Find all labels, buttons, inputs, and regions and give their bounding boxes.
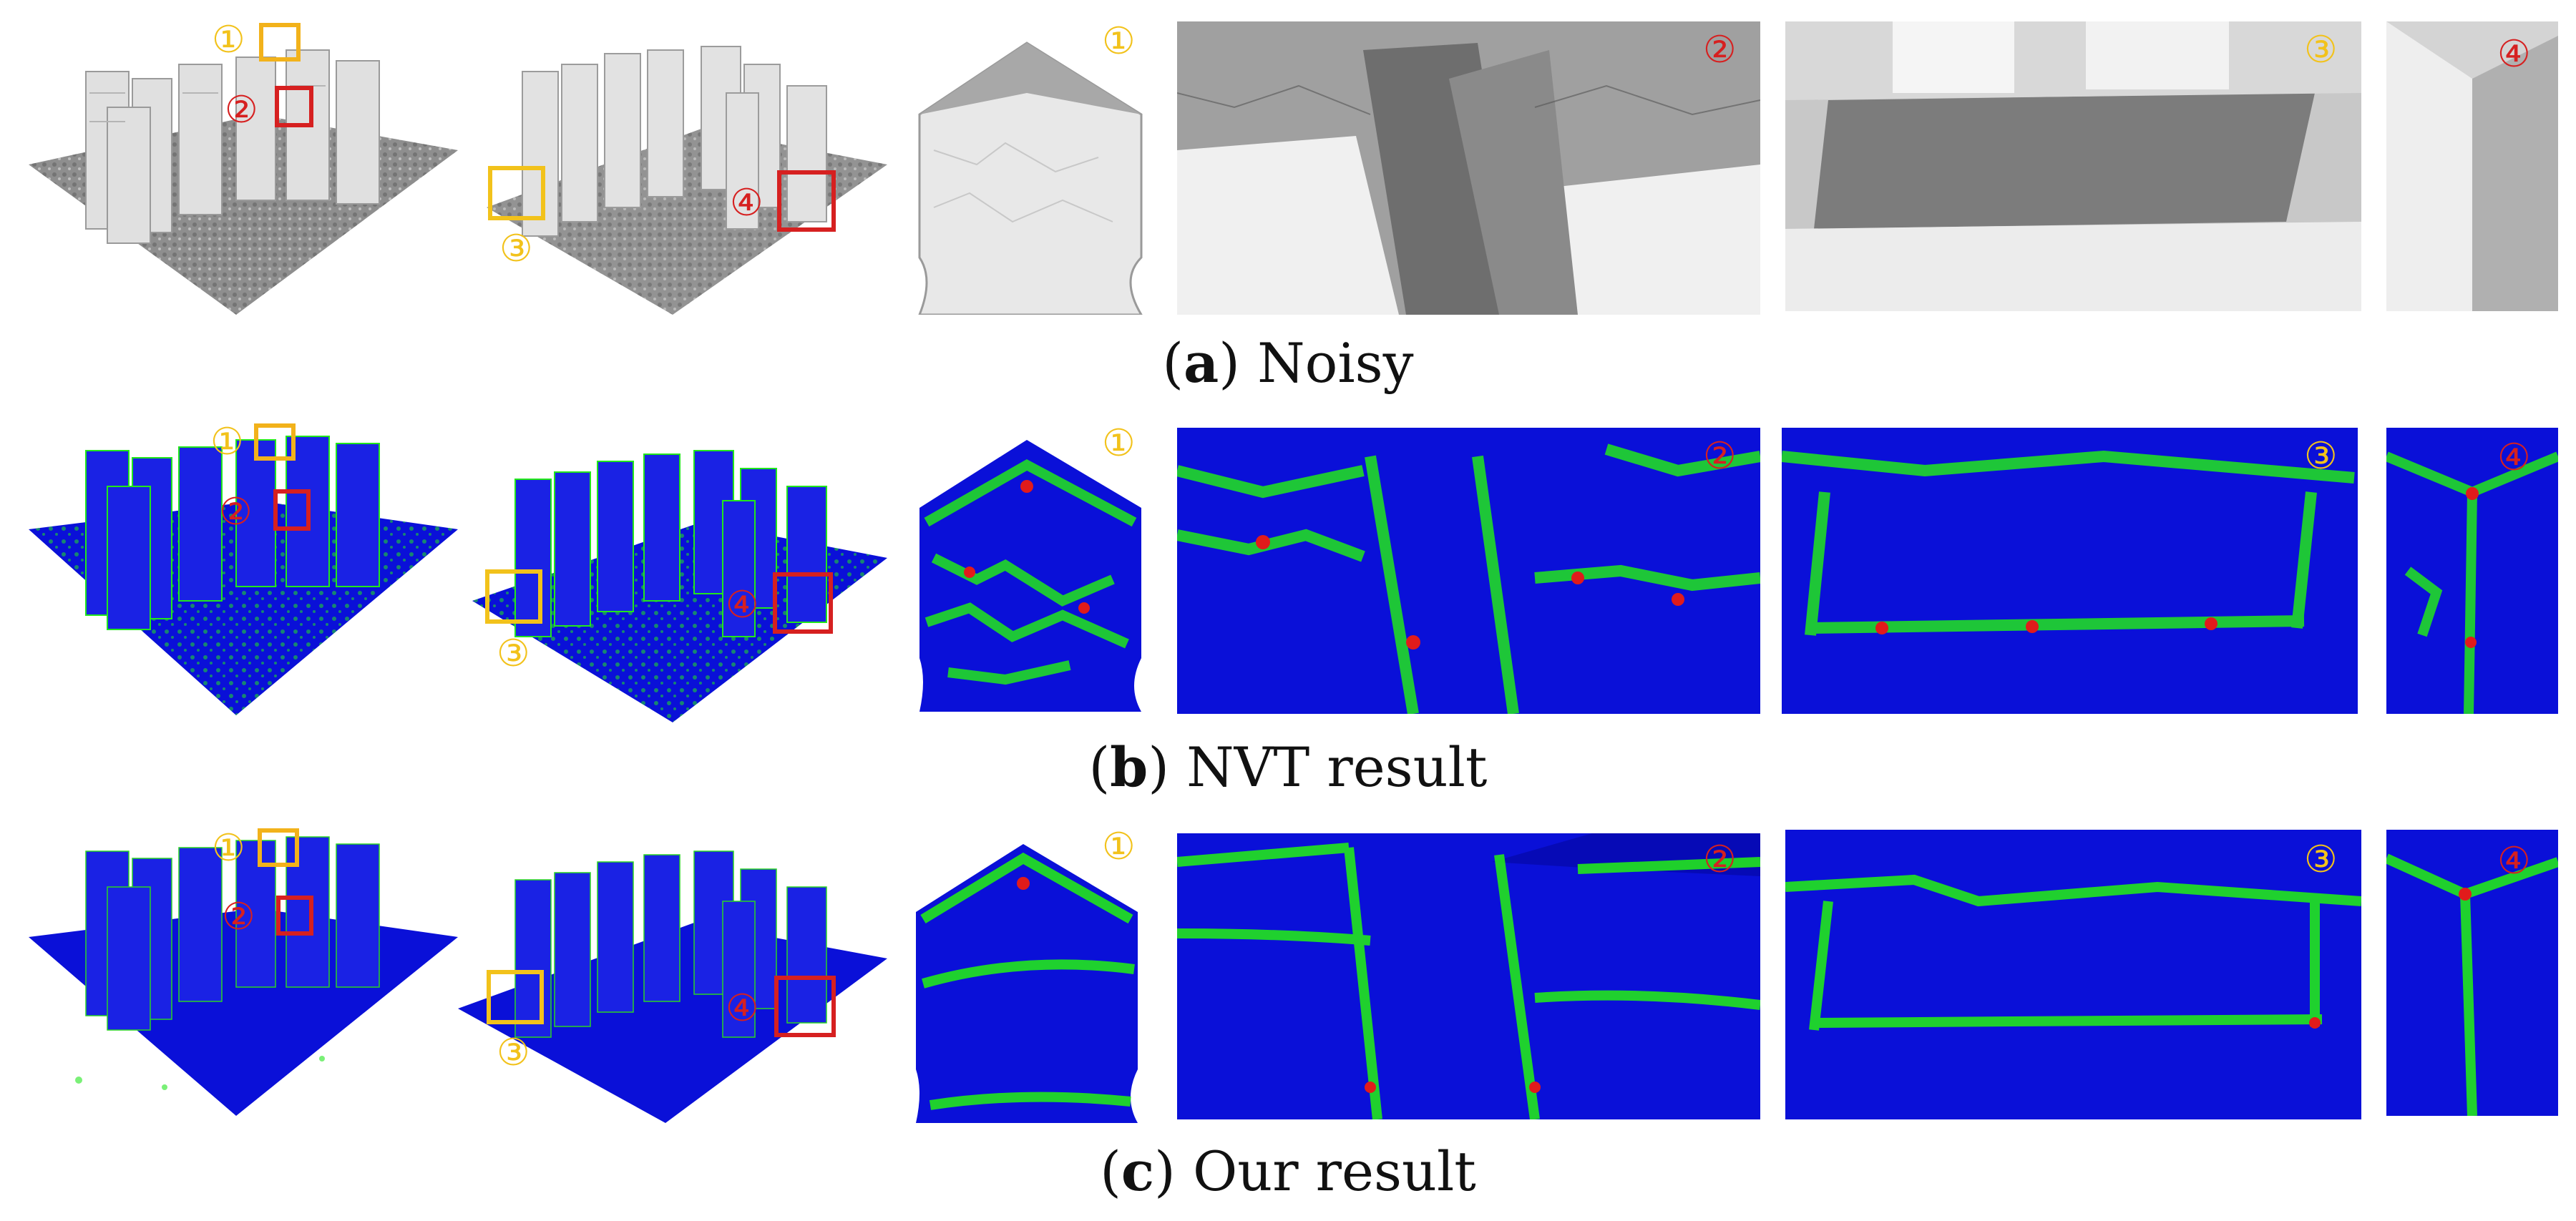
roi-box-3 xyxy=(488,166,545,220)
roi-box-4 xyxy=(774,976,836,1037)
roi-marker-2: ② xyxy=(222,896,255,938)
overview-image-1-ours xyxy=(21,823,458,1116)
zoom-marker-4: ④ xyxy=(2497,436,2531,479)
roi-marker-3: ③ xyxy=(497,1031,530,1074)
zoom-3-ours xyxy=(1785,830,2361,1119)
overview-image-2-ours xyxy=(458,830,887,1123)
zoom-marker-2: ② xyxy=(1703,435,1737,478)
zoom-3-nvt xyxy=(1782,428,2358,714)
caption-c: (c) Our result xyxy=(1100,1139,1476,1203)
zoom-marker-1: ① xyxy=(1102,825,1136,868)
roi-box-1 xyxy=(258,828,299,867)
caption-b: (b) NVT result xyxy=(1088,735,1488,799)
roi-marker-1: ① xyxy=(212,19,245,62)
roi-marker-4: ④ xyxy=(730,182,763,225)
caption-a: (a) Noisy xyxy=(1162,331,1414,395)
roi-marker-1: ① xyxy=(210,421,244,464)
roi-box-1 xyxy=(259,23,301,62)
zoom-marker-3: ③ xyxy=(2304,838,2338,881)
zoom-marker-1: ① xyxy=(1102,422,1136,465)
roi-marker-4: ④ xyxy=(726,987,759,1030)
roi-box-3 xyxy=(487,970,544,1024)
roi-box-3 xyxy=(485,569,542,624)
zoom-marker-3: ③ xyxy=(2304,435,2338,478)
roi-marker-2: ② xyxy=(225,89,258,132)
zoom-1-ours xyxy=(902,833,1156,1123)
roi-box-2 xyxy=(275,86,313,127)
roi-box-4 xyxy=(773,572,833,634)
roi-box-4 xyxy=(777,170,836,232)
zoom-2-ours xyxy=(1177,833,1760,1119)
zoom-marker-1: ① xyxy=(1102,20,1136,63)
roi-marker-2: ② xyxy=(219,491,253,534)
zoom-4-ours xyxy=(2386,830,2558,1116)
zoom-2-nvt xyxy=(1177,428,1760,714)
zoom-marker-4: ④ xyxy=(2497,33,2531,76)
zoom-marker-2: ② xyxy=(1703,29,1737,72)
zoom-marker-4: ④ xyxy=(2497,840,2531,883)
zoom-marker-3: ③ xyxy=(2304,29,2338,72)
roi-marker-3: ③ xyxy=(497,632,530,675)
overview-image-1-noisy xyxy=(21,21,458,315)
roi-box-2 xyxy=(276,896,313,936)
roi-box-1 xyxy=(254,423,296,461)
overview-image-1-nvt xyxy=(21,422,458,715)
overview-image-2-noisy xyxy=(487,21,887,315)
zoom-marker-2: ② xyxy=(1703,838,1737,881)
zoom-1-noisy xyxy=(905,21,1159,315)
roi-marker-4: ④ xyxy=(726,584,759,627)
zoom-4-nvt xyxy=(2386,428,2558,714)
zoom-2-noisy xyxy=(1177,21,1760,315)
roi-marker-3: ③ xyxy=(499,227,533,270)
zoom-3-noisy xyxy=(1785,21,2361,311)
zoom-1-nvt xyxy=(905,429,1159,712)
roi-marker-1: ① xyxy=(212,827,245,870)
zoom-4-noisy xyxy=(2386,21,2558,311)
roi-box-2 xyxy=(273,489,311,531)
